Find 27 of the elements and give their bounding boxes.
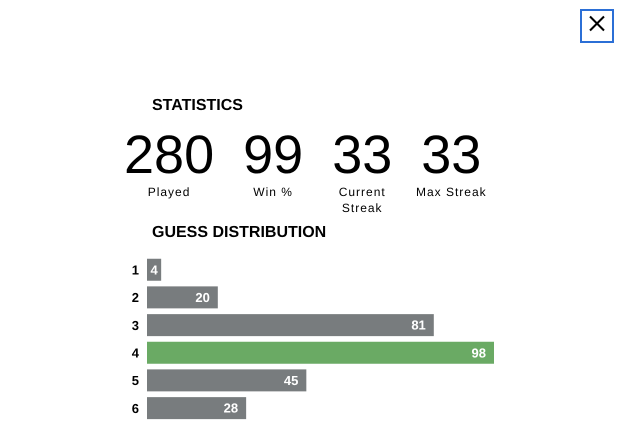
y-tick-label: 6 bbox=[132, 400, 139, 416]
data-label: 33 bbox=[421, 125, 482, 185]
chart-title: GUESS DISTRIBUTION bbox=[152, 224, 326, 241]
data-label: 45 bbox=[284, 372, 298, 388]
data-label: 20 bbox=[195, 290, 210, 305]
category-label: Current Streak bbox=[338, 185, 386, 215]
data-label: 33 bbox=[332, 125, 392, 185]
y-tick-label: 3 bbox=[132, 318, 139, 333]
y-tick-label: 4 bbox=[132, 345, 140, 360]
data-label: 4 bbox=[150, 262, 158, 278]
bar bbox=[147, 342, 494, 364]
category-label: Max Streak bbox=[416, 185, 487, 199]
bar bbox=[147, 369, 306, 392]
data-label: 280 bbox=[124, 125, 214, 185]
text: STATISTICS bbox=[152, 97, 243, 114]
category-label: Played bbox=[148, 185, 190, 199]
data-label: 81 bbox=[411, 318, 426, 333]
y-tick-label: 2 bbox=[132, 290, 139, 306]
y-tick-label: 5 bbox=[132, 373, 139, 388]
category-label: Win % bbox=[253, 185, 293, 199]
data-label: 28 bbox=[224, 400, 238, 416]
y-tick-label: 1 bbox=[132, 262, 139, 278]
bar bbox=[147, 286, 218, 308]
data-label: 99 bbox=[243, 125, 304, 185]
data-label: 98 bbox=[472, 345, 486, 360]
bar bbox=[147, 314, 434, 336]
bar bbox=[147, 397, 246, 420]
